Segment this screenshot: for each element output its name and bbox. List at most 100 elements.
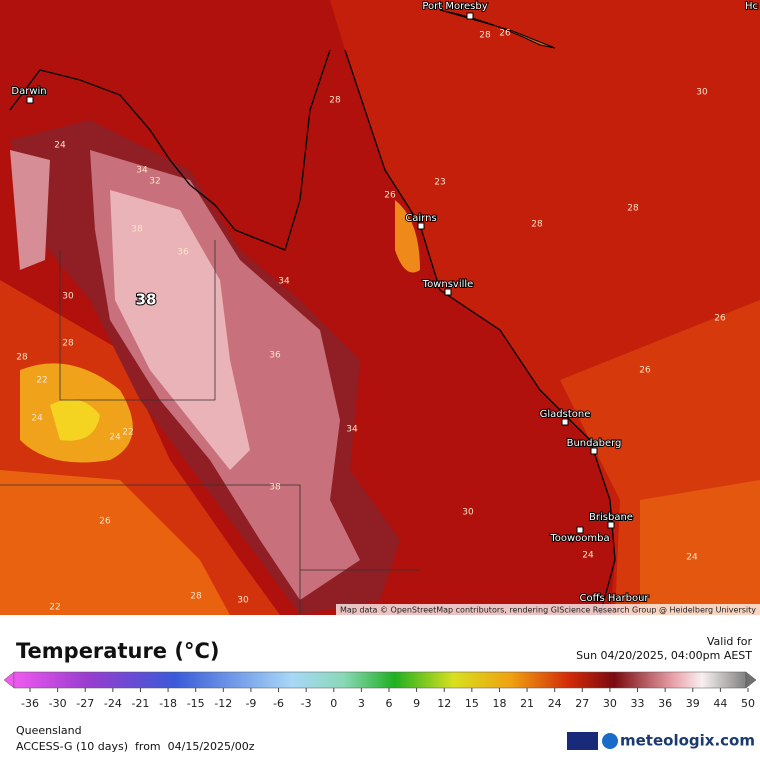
contour-label: 26 bbox=[714, 314, 726, 324]
contour-label: 32 bbox=[149, 177, 160, 187]
contour-label: 22 bbox=[49, 603, 60, 613]
colorbar-tick-label: 9 bbox=[413, 697, 420, 710]
colorbar-tick-label: 0 bbox=[330, 697, 337, 710]
contour-label: 24 bbox=[31, 414, 43, 424]
colorbar-tick-label: -21 bbox=[131, 697, 149, 710]
colorbar-tick-label: 30 bbox=[603, 697, 617, 710]
city-marker bbox=[576, 526, 584, 534]
city-marker bbox=[590, 447, 598, 455]
cairns-cool bbox=[395, 200, 420, 273]
contour-label: 38 bbox=[269, 483, 281, 493]
flag bbox=[567, 732, 598, 750]
city-label: Toowoomba bbox=[549, 533, 609, 544]
colorbar-tick-label: 36 bbox=[658, 697, 672, 710]
model-run: ACCESS-G (10 days) from 04/15/2025/00z bbox=[16, 740, 255, 753]
colorbar-tick-label: -6 bbox=[273, 697, 284, 710]
contour-label: 24 bbox=[54, 141, 66, 151]
logo-icon bbox=[602, 733, 618, 749]
city-label: Hc bbox=[745, 1, 758, 12]
contour-label: 28 bbox=[62, 339, 74, 349]
contour-label: 36 bbox=[177, 248, 189, 258]
city-marker bbox=[466, 12, 474, 20]
legend: Temperature (°C) Valid for Sun 04/20/202… bbox=[3, 635, 757, 753]
contour-label: 38 bbox=[131, 225, 143, 235]
contour-label: 22 bbox=[36, 376, 47, 386]
colorbar-tick-label: 27 bbox=[575, 697, 589, 710]
city-label: Coffs Harbour bbox=[579, 593, 649, 604]
cool-core bbox=[50, 399, 100, 441]
contour-label: 34 bbox=[278, 277, 290, 287]
city-label: Townsville bbox=[422, 279, 474, 290]
colorbar-tick-label: -18 bbox=[159, 697, 177, 710]
colorbar-tick-label: -27 bbox=[76, 697, 94, 710]
contour-label: 24 bbox=[109, 433, 121, 443]
max-label: 38 bbox=[136, 291, 157, 309]
borders bbox=[0, 240, 420, 615]
city-marker bbox=[417, 222, 425, 230]
colorbar-tick-label: 44 bbox=[713, 697, 727, 710]
city-label: Port Moresby bbox=[422, 1, 487, 12]
contour-label: 30 bbox=[462, 508, 474, 518]
contour-label: 28 bbox=[627, 204, 639, 214]
contour-label: 24 bbox=[686, 553, 698, 563]
colorbar-tick-label: -3 bbox=[301, 697, 312, 710]
colorbar-tick-label: 15 bbox=[465, 697, 479, 710]
colorbar-tick-label: 33 bbox=[631, 697, 645, 710]
colorbar-low-arrow bbox=[3, 671, 15, 689]
city-marker bbox=[26, 96, 34, 104]
colorbar-tick-label: 18 bbox=[492, 697, 506, 710]
region: Queensland bbox=[16, 724, 82, 737]
colorbar-tick-label: 21 bbox=[520, 697, 534, 710]
contour-label: 22 bbox=[122, 428, 133, 438]
colorbar bbox=[13, 671, 747, 689]
contour-label: 34 bbox=[136, 166, 148, 176]
hot-zone-nt bbox=[10, 150, 50, 270]
colorbar-tick-label: -36 bbox=[21, 697, 39, 710]
contour-label: 26 bbox=[99, 517, 111, 527]
colorbar-tick-label: 24 bbox=[548, 697, 562, 710]
contour-label: 24 bbox=[582, 551, 594, 561]
land-orange2 bbox=[0, 470, 230, 615]
contour-label: 34 bbox=[346, 425, 358, 435]
contour-label: 30 bbox=[62, 292, 74, 302]
city-marker bbox=[607, 521, 615, 529]
city-label: Brisbane bbox=[589, 512, 633, 523]
contour-label: 26 bbox=[384, 191, 396, 201]
brand: meteologix.com bbox=[620, 732, 755, 750]
colorbar-tick-label: 39 bbox=[686, 697, 700, 710]
city-marker bbox=[444, 288, 452, 296]
city-label: Gladstone bbox=[540, 409, 591, 420]
contour-label: 26 bbox=[499, 29, 511, 39]
colorbar-tick-label: -15 bbox=[187, 697, 205, 710]
colorbar-tick-label: -9 bbox=[245, 697, 256, 710]
city-label: Bundaberg bbox=[567, 438, 622, 449]
contour-label: 23 bbox=[434, 178, 445, 188]
colorbar-tick-label: -30 bbox=[49, 697, 67, 710]
colorbar-tick-label: 12 bbox=[437, 697, 451, 710]
valid-time: Sun 04/20/2025, 04:00pm AEST bbox=[576, 649, 752, 662]
city-marker bbox=[561, 418, 569, 426]
colorbar-tick-label: 6 bbox=[386, 697, 393, 710]
city-label: Darwin bbox=[11, 86, 46, 97]
contour-label: 36 bbox=[269, 351, 281, 361]
colorbar-tick-label: 3 bbox=[358, 697, 365, 710]
contour-label: 28 bbox=[531, 220, 543, 230]
attribution-bg bbox=[336, 604, 760, 615]
coastline bbox=[9, 49, 616, 615]
map: Port Moresby Darwin Cairns Townsville Gladst… bbox=[0, 0, 760, 615]
contour-label: 30 bbox=[237, 596, 249, 606]
colorbar-tick-label: 50 bbox=[741, 697, 755, 710]
contour-label: 28 bbox=[479, 31, 491, 41]
valid-label: Valid for bbox=[707, 635, 753, 648]
colorbar-tick-label: -12 bbox=[214, 697, 232, 710]
contour-label: 26 bbox=[639, 366, 651, 376]
city-label: Cairns bbox=[405, 213, 436, 224]
colorbar-tick-label: -24 bbox=[104, 697, 122, 710]
png-coast bbox=[439, 9, 556, 49]
attribution: Map data © OpenStreetMap contributors, r… bbox=[340, 606, 756, 615]
contour-label: 28 bbox=[190, 592, 202, 602]
contour-label: 28 bbox=[329, 96, 341, 106]
contour-label: 28 bbox=[16, 353, 28, 363]
colorbar-high-arrow bbox=[745, 671, 757, 689]
